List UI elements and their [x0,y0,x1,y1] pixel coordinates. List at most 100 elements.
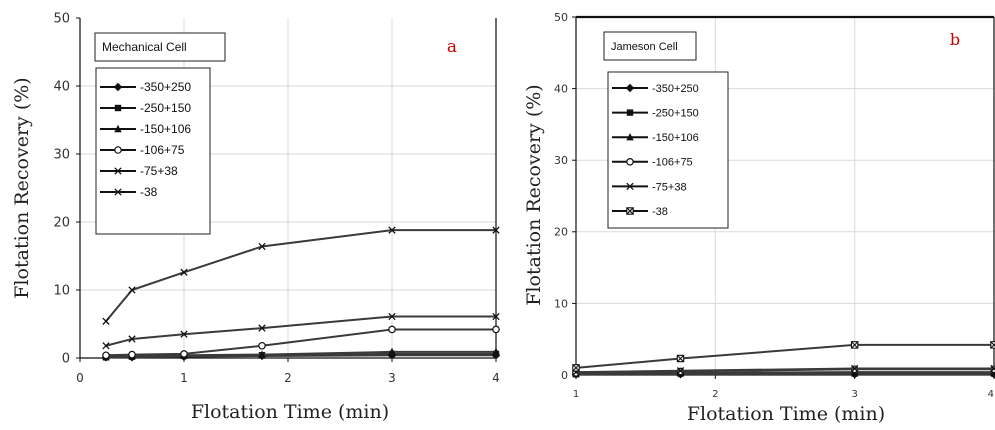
data-point [258,350,266,358]
data-point [128,335,136,343]
series-line [575,343,994,369]
legend-entry: -38 [100,185,158,199]
series-line [575,367,994,374]
data-point [128,286,136,294]
y-tick-label: 20 [53,216,70,231]
data-point [388,226,396,234]
series--38 [572,341,995,372]
legend-entry: -150+106 [100,122,191,136]
x-tick-label: 1 [573,389,579,400]
legend-label: -38 [652,206,668,218]
data-point [492,325,500,334]
legend-marker [626,109,634,116]
panel-a: 0 10 20 30 40 50 0 1 2 3 4 Flotation Time (min) Flot… [11,12,501,423]
y-tick-label: 40 [53,80,70,95]
legend-label: -350+250 [140,80,191,94]
panel-letter: b [950,30,960,49]
x-tick-label: 2 [712,389,718,400]
legend-label: -75+38 [140,164,178,178]
data-point [492,312,500,321]
legend-label: -350+250 [652,83,699,95]
legend-label: -150+106 [652,132,699,144]
legend-entry: -350+250 [100,80,191,94]
x-tick-label: 1 [180,371,188,385]
legend-marker [114,124,122,133]
data-point [990,364,995,373]
y-tick-label: 10 [554,297,568,310]
legend-entry: -38 [612,206,668,218]
legend-entry: -106+75 [612,157,693,169]
legend-marker [113,82,123,92]
panel-letter: a [447,37,457,57]
data-point [180,350,188,358]
data-point [102,342,110,350]
series-line [105,229,496,322]
data-point [492,226,500,234]
legend-entry: -106+75 [100,143,185,157]
y-tick-label: 50 [53,12,70,27]
legend-label: -106+75 [652,157,693,169]
data-point [128,350,136,359]
y-tick-label: 10 [53,284,70,299]
y-tick-label: 40 [554,82,568,95]
legend: -350+250 -250+150 -150+106 -106+75 -75+38 -38 [95,67,211,235]
data-point [180,330,188,338]
legend: -350+250 -250+150 -150+106 -106+75 -75+38 -38 [607,71,729,229]
legend-entry: -150+106 [612,132,699,144]
legend-entry: -250+150 [100,101,191,115]
data-point [258,341,266,350]
legend-label: -75+38 [652,181,687,193]
x-tick-label: 4 [988,389,994,400]
legend-entry: -75+38 [612,181,687,193]
legend-marker [626,182,634,191]
legend-label: -150+106 [140,122,191,136]
data-point [676,354,685,363]
y-axis-title: Flotation Recovery (%) [11,77,33,298]
x-tick-label: 3 [851,389,857,400]
chart-title-box [94,32,226,62]
series-line [105,350,496,358]
x-tick-label: 2 [284,371,292,385]
y-tick-label: 30 [554,154,568,167]
data-point [258,324,266,332]
chart-title: Jameson Cell [611,41,678,53]
legend-entry: -75+38 [100,164,178,178]
series-line [105,328,496,357]
panel-b: 0 10 20 30 40 50 1 2 3 4 Flotation Time (min) Flota… [523,11,995,425]
legend-marker [114,146,122,154]
series--106+75 [102,325,500,360]
data-point [102,351,110,360]
data-point [850,341,859,349]
data-point [572,364,580,372]
x-tick-label: 4 [492,371,500,385]
data-point [180,268,188,276]
x-tick-label: 3 [388,371,396,385]
legend-marker [114,188,122,196]
y-tick-label: 50 [554,11,568,24]
legend-entry: -350+250 [612,83,699,95]
legend-marker [114,167,122,175]
legend-label: -250+150 [140,101,191,115]
legend-marker [626,158,634,166]
y-tick-label: 0 [561,369,568,382]
data-point [990,341,995,349]
y-tick-label: 30 [53,148,70,163]
y-tick-label: 20 [554,226,568,239]
x-axis-title: Flotation Time (min) [687,403,885,425]
chart-title: Mechanical Cell [102,40,187,54]
y-axis-title: Flotation Recovery (%) [523,84,545,305]
legend-label: -38 [140,185,158,199]
series-line [575,371,994,375]
data-point [258,242,266,251]
data-point [492,347,500,356]
legend-marker [626,133,634,141]
series-line [105,315,496,347]
series--38 [102,226,500,325]
x-axis-title: Flotation Time (min) [191,401,389,423]
data-point [388,347,396,356]
legend-marker [626,207,634,215]
legend-label: -250+150 [652,107,699,119]
legend-marker [114,104,122,112]
data-point [851,364,859,373]
